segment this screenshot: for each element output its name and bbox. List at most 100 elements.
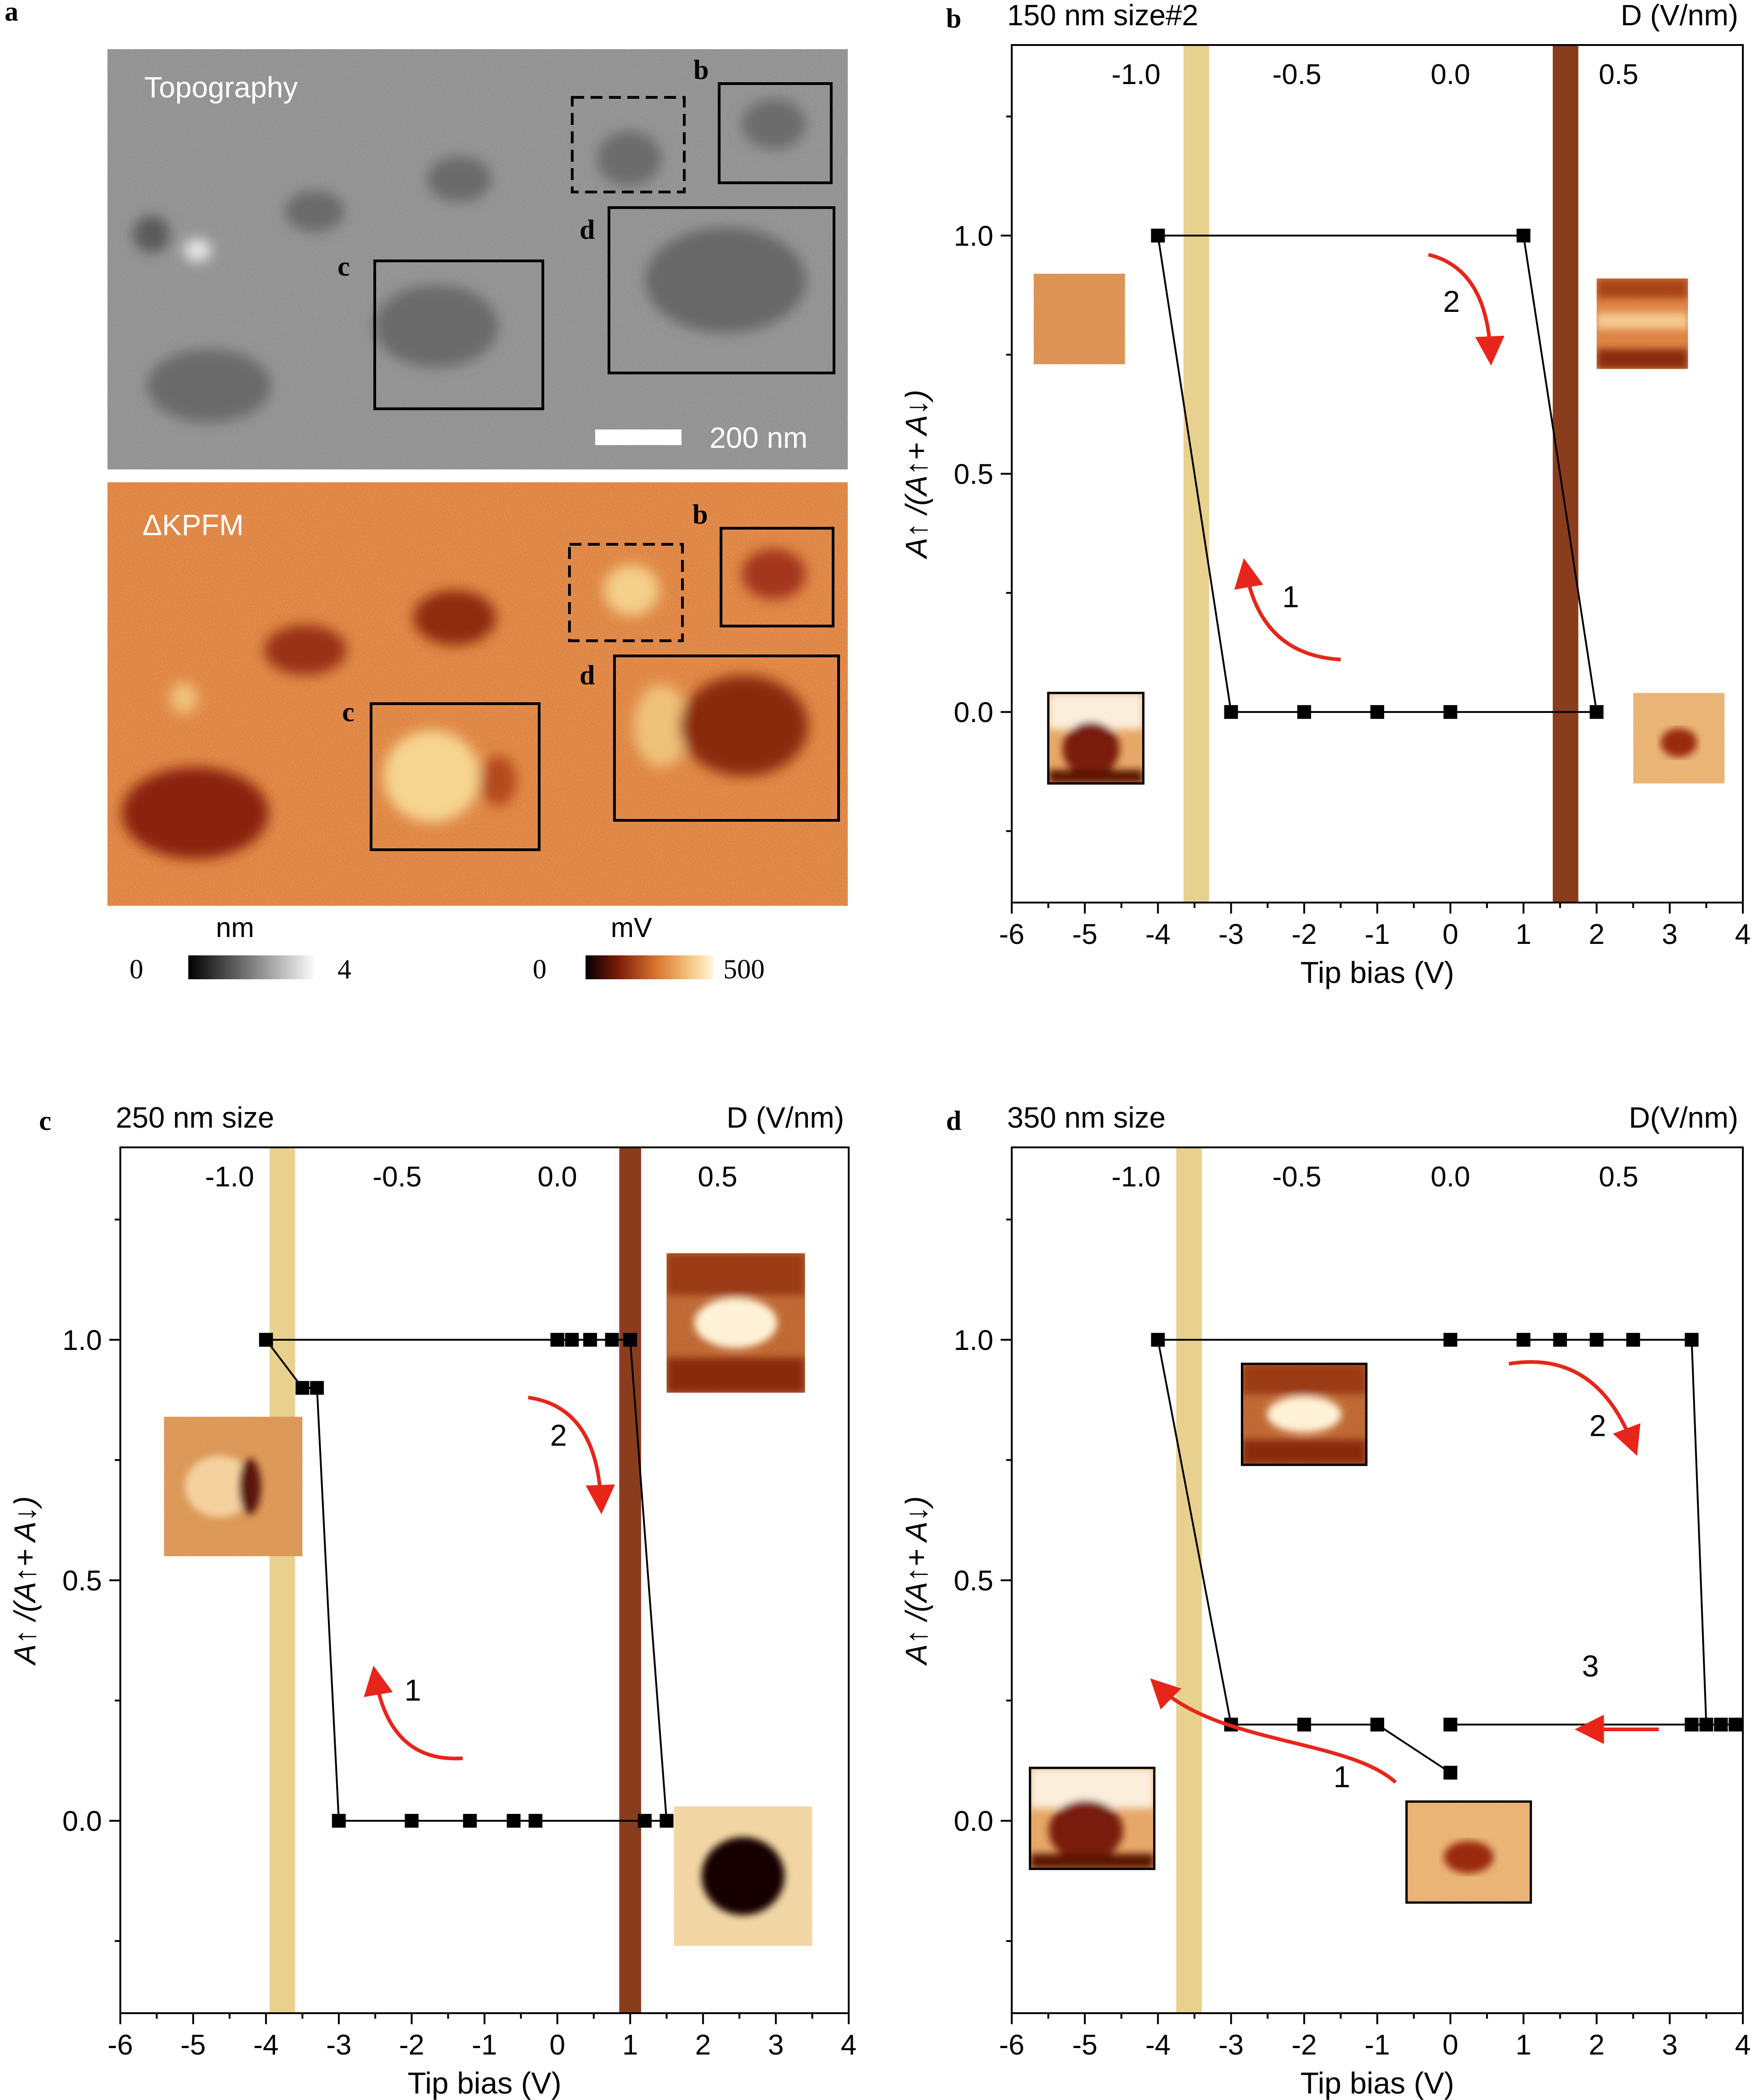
inset-image-content xyxy=(1596,278,1688,369)
inset-image-b-3 xyxy=(1633,693,1725,784)
data-point xyxy=(1553,1332,1567,1347)
top-axis-label: D(V/nm) xyxy=(1629,1101,1738,1134)
inset-image-b-0 xyxy=(1033,273,1125,364)
x-tick-label: -4 xyxy=(1145,2029,1171,2061)
x-axis-label: Tip bias (V) xyxy=(408,2066,562,2100)
top-tick-label: -0.5 xyxy=(1272,59,1321,90)
data-point xyxy=(605,1332,619,1347)
box-c-kpfm xyxy=(370,702,541,851)
data-point xyxy=(1297,1717,1311,1732)
x-tick-label: -3 xyxy=(1218,919,1244,950)
data-point xyxy=(1443,1332,1458,1347)
x-tick-label: -1 xyxy=(1364,2029,1390,2061)
data-point xyxy=(1729,1717,1743,1732)
inset-image-content xyxy=(164,1417,303,1557)
inset-image-content xyxy=(1033,273,1125,364)
data-point xyxy=(637,1814,652,1828)
inset-image-content xyxy=(1030,1767,1155,1869)
x-tick-label: 3 xyxy=(1662,2029,1678,2061)
inset-image-content xyxy=(666,1253,805,1393)
data-point xyxy=(259,1332,273,1347)
x-tick-label: 1 xyxy=(1516,2029,1531,2061)
series-line xyxy=(1156,1338,1736,1774)
x-tick-label: -5 xyxy=(1072,919,1098,950)
colorbar-kpfm-max: 500 xyxy=(723,954,765,984)
inset-border xyxy=(1047,692,1145,785)
inset-features xyxy=(1660,728,1697,757)
box-c-topography xyxy=(373,260,544,410)
data-point xyxy=(1714,1717,1728,1732)
process-arrow xyxy=(528,1395,615,1514)
x-tick-label: -5 xyxy=(180,2029,206,2061)
inset-image-d-1 xyxy=(1029,1767,1155,1870)
inset-image-c-1 xyxy=(666,1253,805,1393)
x-tick-label: 2 xyxy=(695,2029,711,2061)
data-point xyxy=(1151,1332,1165,1347)
data-point xyxy=(659,1814,674,1828)
box-label-c-topo: c xyxy=(338,251,350,282)
box-label-d-topo: d xyxy=(580,215,595,245)
colorbar-topo-gradient xyxy=(188,955,316,979)
inset-features xyxy=(1030,1767,1155,1869)
x-tick-label: 1 xyxy=(1516,919,1531,950)
y-tick-label: 1.0 xyxy=(954,220,993,252)
scalebar xyxy=(595,429,682,445)
box-label-d-kpfm: d xyxy=(580,660,595,690)
inset-image-content xyxy=(1406,1801,1531,1903)
arrow-label: 1 xyxy=(1333,1760,1350,1794)
inset-border xyxy=(1405,1800,1532,1904)
colorbar-topography: nm 0 4 xyxy=(130,912,351,984)
top-tick-label: 0.0 xyxy=(537,1161,577,1193)
data-point xyxy=(463,1814,477,1828)
x-tick-label: 0 xyxy=(1442,2029,1458,2061)
x-tick-label: -2 xyxy=(1291,919,1317,950)
series-line xyxy=(1157,234,1598,713)
box-b-kpfm xyxy=(720,527,834,627)
x-tick-label: 1 xyxy=(622,2029,638,2061)
inset-image-content xyxy=(1048,693,1144,784)
x-tick-label: -6 xyxy=(107,2029,133,2061)
x-tick-label: -2 xyxy=(1291,2029,1317,2061)
band-light xyxy=(1183,45,1209,903)
data-point xyxy=(1370,705,1384,719)
x-tick-label: -1 xyxy=(472,2029,497,2061)
data-point xyxy=(529,1814,543,1828)
box-d-kpfm xyxy=(613,655,840,822)
x-tick-label: -6 xyxy=(999,919,1024,950)
dashed-box-kpfm xyxy=(568,543,684,642)
x-tick-label: 2 xyxy=(1589,919,1604,950)
colorbar-kpfm-gradient xyxy=(586,955,713,979)
inset-image-content xyxy=(1633,693,1725,784)
chart-panels: b 150 nm size#2 D (V/nm) -6 -5 -4 -3 -2 -1 0 1 2 3 4 0… xyxy=(8,0,1751,2100)
panel-letter-b: b xyxy=(946,3,961,34)
x-tick-label: -6 xyxy=(999,2029,1024,2061)
x-tick-label: 4 xyxy=(1735,919,1751,950)
panel-letter-d: d xyxy=(946,1106,961,1136)
data-point xyxy=(1297,705,1311,719)
x-tick-label: 4 xyxy=(1735,2029,1751,2061)
inset-image-d-0 xyxy=(1240,1362,1368,1466)
data-point xyxy=(1516,1332,1531,1347)
topography-features xyxy=(133,99,806,423)
band-light xyxy=(270,1147,295,2013)
inset-features xyxy=(666,1253,805,1393)
chart-title: 250 nm size xyxy=(116,1101,274,1134)
inset-features xyxy=(1596,278,1688,369)
top-axis-label: D (V/nm) xyxy=(727,1101,844,1134)
colorbar-topo-max: 4 xyxy=(338,954,351,984)
band-light xyxy=(1176,1147,1202,2013)
chart-panel-b: b 150 nm size#2 D (V/nm) -6 -5 -4 -3 -2 -1 0 1 2 3 4 0… xyxy=(899,0,1751,989)
kpfm-features xyxy=(122,549,808,859)
x-tick-label: -1 xyxy=(1364,919,1390,950)
y-tick-label: 0.5 xyxy=(954,1565,993,1597)
y-tick-label: 0.0 xyxy=(62,1806,102,1837)
chart-panel-d: d 350 nm size D(V/nm) -6 -5 -4 -3 -2 -1 0 1 2 3 4 0.0 0… xyxy=(899,1101,1751,2100)
y-tick-label: 1.0 xyxy=(954,1325,993,1356)
x-tick-label: 3 xyxy=(1662,919,1678,950)
inset-image-c-0 xyxy=(164,1417,303,1557)
y-tick-label: 0.5 xyxy=(954,459,993,491)
y-axis-label: A↑ /(A↑+ A↓) xyxy=(8,1496,42,1666)
plot-frame xyxy=(1011,1146,1744,2014)
arrow-label: 2 xyxy=(1443,284,1460,318)
x-tick-label: -3 xyxy=(326,2029,351,2061)
